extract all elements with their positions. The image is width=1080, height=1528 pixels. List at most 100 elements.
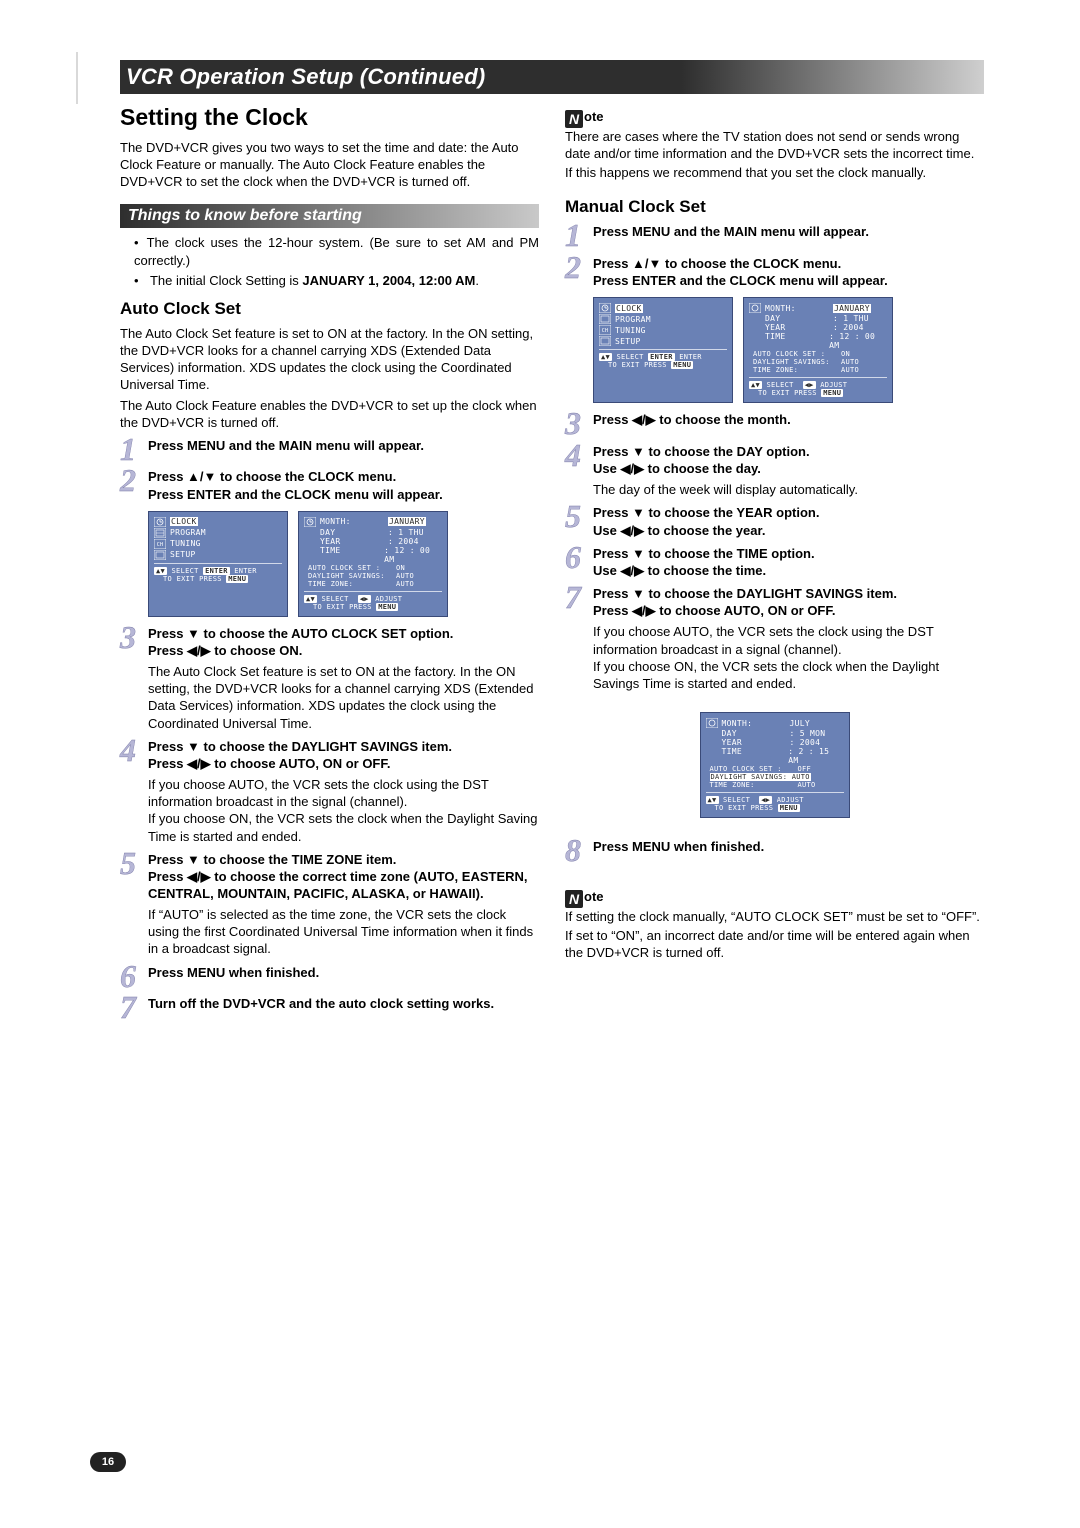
osd1r-month-v: JANUARY xyxy=(833,304,871,313)
auto-step-2a-text: Press ▲/▼ to choose the CLOCK menu. xyxy=(148,469,396,484)
manual-step-6: 6 Press ▼ to choose the TIME option. Use… xyxy=(565,545,984,579)
manual-step-7: 7 Press ▼ to choose the DAYLIGHT SAVINGS… xyxy=(565,585,984,692)
note-heading-2: Note xyxy=(565,888,984,908)
note-icon: N xyxy=(565,890,583,908)
setting-clock-heading: Setting the Clock xyxy=(120,104,539,131)
manual-step-5a-text: Press ▼ to choose the YEAR option. xyxy=(593,505,819,520)
osd-main-menu-r: CLOCK PROGRAM CHTUNING SETUP ▲▼ SELECT E… xyxy=(593,297,733,403)
osdr-main-enter: ENTER xyxy=(648,353,675,361)
auto-step-2: 2 Press ▲/▼ to choose the CLOCK menu. Pr… xyxy=(120,468,539,502)
osd1r-day-k: DAY xyxy=(765,314,833,323)
clock-icon xyxy=(749,303,761,313)
manual-step-7a-text: Press ▼ to choose the DAYLIGHT SAVINGS i… xyxy=(593,586,897,601)
step-number-2-icon: 2 xyxy=(565,255,587,289)
note-1-body-a: There are cases where the TV station doe… xyxy=(565,128,984,162)
setup-icon xyxy=(599,336,611,346)
osd2-month-k: MONTH: xyxy=(722,719,790,728)
auto-step-7-text: Turn off the DVD+VCR and the auto clock … xyxy=(148,996,494,1011)
program-icon xyxy=(154,528,166,538)
osd2-year-k: YEAR xyxy=(722,738,790,747)
step-number-3-icon: 3 xyxy=(120,625,142,732)
step-number-5-icon: 5 xyxy=(120,851,142,958)
manual-step-5b-text: Use ◀/▶ to choose the year. xyxy=(593,523,765,538)
auto-step-5b-text: Press ◀/▶ to choose the correct time zon… xyxy=(148,869,528,901)
program-icon xyxy=(599,314,611,324)
auto-clock-set-heading: Auto Clock Set xyxy=(120,299,539,319)
bullet-initial-setting: The initial Clock Setting is JANUARY 1, … xyxy=(134,272,539,289)
osd2-day-v: : 5 MON xyxy=(790,729,826,738)
osd-clock-menu-single: MONTH:JULY DAY: 5 MON YEAR: 2004 TIME: 2… xyxy=(700,712,850,818)
osdr-main-menu-pill: MENU xyxy=(671,361,693,369)
manual-step-1: 1 Press MENU and the MAIN menu will appe… xyxy=(565,223,984,249)
osd1r-foot-exit: TO EXIT PRESS xyxy=(758,389,817,397)
page-number: 16 xyxy=(90,1452,126,1472)
manual-step-4a-text: Press ▼ to choose the DAY option. xyxy=(593,444,810,459)
manual-step-6b-text: Use ◀/▶ to choose the time. xyxy=(593,563,766,578)
osd2-time-v: : 2 : 15 AM xyxy=(788,747,843,765)
osd2-acs-k: AUTO CLOCK SET : xyxy=(710,765,798,773)
step-number-8-icon: 8 xyxy=(565,838,587,864)
osd1-day-v: : 1 THU xyxy=(388,528,424,537)
manual-step-7-body: If you choose AUTO, the VCR sets the clo… xyxy=(593,623,984,692)
step-number-6-icon: 6 xyxy=(565,545,587,579)
osd-item-setup: SETUP xyxy=(170,550,196,559)
setup-icon xyxy=(154,550,166,560)
osd2-day-k: DAY xyxy=(722,729,790,738)
auto-step-4: 4 Press ▼ to choose the DAYLIGHT SAVINGS… xyxy=(120,738,539,845)
osd1r-month-k: MONTH: xyxy=(765,304,833,313)
auto-step-6: 6 Press MENU when finished. xyxy=(120,964,539,990)
osd2-foot-menu: MENU xyxy=(778,804,800,812)
osd1r-time-v: : 12 : 00 AM xyxy=(829,332,887,350)
manual-step-2: 2 Press ▲/▼ to choose the CLOCK menu. Pr… xyxy=(565,255,984,289)
osd1-foot-menu: MENU xyxy=(376,603,398,611)
auto-step-2b-text: Press ENTER and the CLOCK menu will appe… xyxy=(148,487,443,502)
things-to-know-bar: Things to know before starting xyxy=(120,204,539,228)
step-number-4-icon: 4 xyxy=(120,738,142,845)
osdr-item-setup: SETUP xyxy=(615,337,641,346)
note-2-body-a: If setting the clock manually, “AUTO CLO… xyxy=(565,908,984,925)
osd2-foot-exit: TO EXIT PRESS xyxy=(715,804,774,812)
note-icon: N xyxy=(565,110,583,128)
osdr-item-program: PROGRAM xyxy=(615,315,651,324)
osd1r-ds-v: AUTO xyxy=(841,358,859,366)
osd-main-select: SELECT xyxy=(172,567,199,575)
osd1-foot-exit: TO EXIT PRESS xyxy=(313,603,372,611)
manual-step-2b-text: Press ENTER and the CLOCK menu will appe… xyxy=(593,273,888,288)
step-number-1-icon: 1 xyxy=(120,437,142,463)
clock-icon xyxy=(599,303,611,313)
osd1-ds-k: DAYLIGHT SAVINGS: xyxy=(308,572,396,580)
osd1-time-k: TIME xyxy=(320,546,384,564)
osd1r-day-v: : 1 THU xyxy=(833,314,869,323)
manual-step-7b-text: Press ◀/▶ to choose AUTO, ON or OFF. xyxy=(593,603,835,618)
auto-step-1: 1 Press MENU and the MAIN menu will appe… xyxy=(120,437,539,463)
osd1r-foot-menu: MENU xyxy=(821,389,843,397)
osd2-foot-select: SELECT xyxy=(723,796,750,804)
step-number-2-icon: 2 xyxy=(120,468,142,502)
osd1-day-k: DAY xyxy=(320,528,388,537)
manual-step-5: 5 Press ▼ to choose the YEAR option. Use… xyxy=(565,504,984,538)
svg-text:CH: CH xyxy=(157,542,164,548)
manual-clock-set-heading: Manual Clock Set xyxy=(565,197,984,217)
note-1-body-b: If this happens we recommend that you se… xyxy=(565,164,984,181)
auto-intro-2: The Auto Clock Feature enables the DVD+V… xyxy=(120,397,539,431)
osd-main-exit: TO EXIT PRESS xyxy=(163,575,222,583)
auto-step-3: 3 Press ▼ to choose the AUTO CLOCK SET o… xyxy=(120,625,539,732)
tuning-icon: CH xyxy=(154,539,166,549)
osd1r-time-k: TIME xyxy=(765,332,829,350)
osd1-foot-adjust: ADJUST xyxy=(375,595,402,603)
osd1-tz-k: TIME ZONE: xyxy=(308,580,396,588)
manual-step-2a-text: Press ▲/▼ to choose the CLOCK menu. xyxy=(593,256,841,271)
osd-main-menu: CLOCK PROGRAM CHTUNING SETUP ▲▼ SELECT E… xyxy=(148,511,288,617)
bullet-12hour: The clock uses the 12-hour system. (Be s… xyxy=(134,234,539,268)
auto-step-7: 7 Turn off the DVD+VCR and the auto cloc… xyxy=(120,995,539,1021)
manual-step-1-text: Press MENU and the MAIN menu will appear… xyxy=(593,224,869,239)
auto-step-6-text: Press MENU when finished. xyxy=(148,965,319,980)
right-column: Note There are cases where the TV statio… xyxy=(565,104,984,1027)
osd-pair-right: CLOCK PROGRAM CHTUNING SETUP ▲▼ SELECT E… xyxy=(593,297,984,403)
bullet-initial-a: The initial Clock Setting is xyxy=(150,273,302,288)
auto-step-5: 5 Press ▼ to choose the TIME ZONE item. … xyxy=(120,851,539,958)
osd1-tz-v: AUTO xyxy=(396,580,414,588)
step-number-7-icon: 7 xyxy=(120,995,142,1021)
left-column: Setting the Clock The DVD+VCR gives you … xyxy=(120,104,539,1027)
manual-step-4: 4 Press ▼ to choose the DAY option. Use … xyxy=(565,443,984,498)
